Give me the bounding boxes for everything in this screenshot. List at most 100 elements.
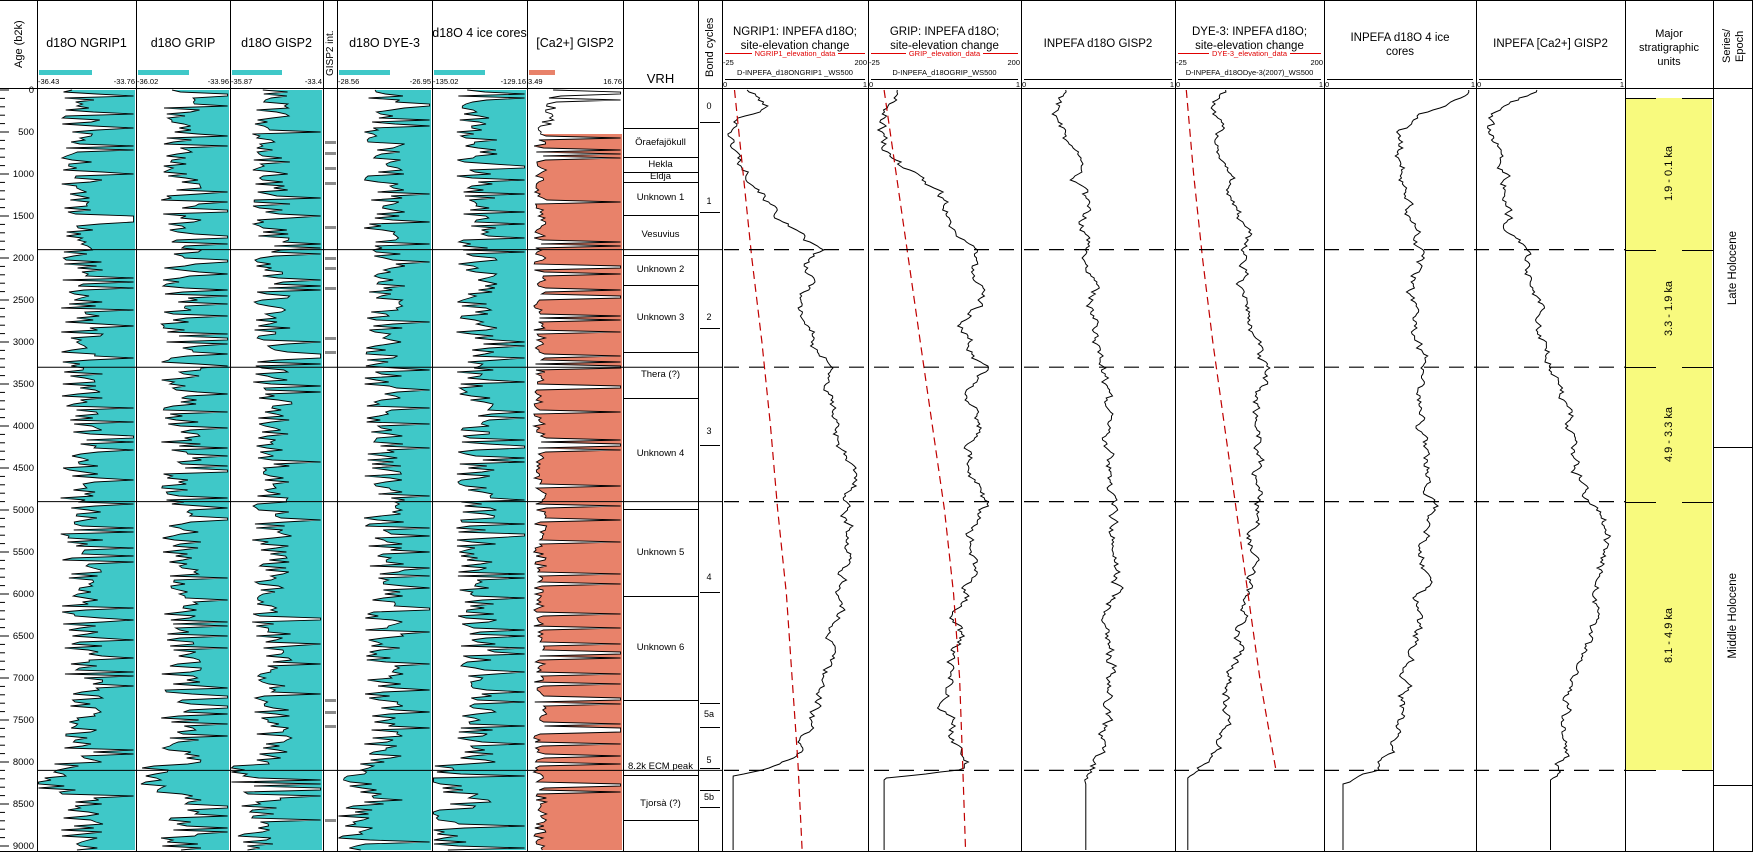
track-title: d18O NGRIP1 <box>46 36 127 50</box>
strat-header-line3: units <box>1657 55 1681 68</box>
track-title-line2: site-elevation change <box>740 39 850 52</box>
scale-min: -36.02 <box>137 77 159 86</box>
curve-d18o-grip <box>140 89 229 851</box>
track-header-strat-units: Major stratigraphic units <box>1625 0 1713 88</box>
scale-underline <box>725 79 865 80</box>
age-axis-header: Age (b2k) <box>0 0 37 88</box>
scale-max: 16.76 <box>603 77 622 86</box>
scale-underline <box>871 79 1018 80</box>
red-scale-min: -25 <box>1176 58 1187 67</box>
scale-underline <box>1327 79 1473 80</box>
red-scale-min: -25 <box>869 58 880 67</box>
scale-min: -36.43 <box>38 77 60 86</box>
strat-header-line1: Major <box>1655 28 1683 40</box>
scale-max: -33.76 <box>113 77 135 86</box>
track-title-line2: site-elevation change <box>1195 39 1304 52</box>
black-scale-min: 0 <box>1477 80 1482 89</box>
black-scale-max: 1 <box>1318 80 1323 89</box>
track-title: GISP2 int. <box>324 30 336 76</box>
track-header-bond-cycles: Bond cycles <box>698 0 722 88</box>
red-legend-line <box>838 53 866 54</box>
scale-bar <box>529 70 555 75</box>
track-title-line2: cores <box>1385 45 1415 58</box>
series-header-line2: Epoch <box>1733 30 1746 62</box>
elevation-curve-inpefa-grip <box>883 89 967 852</box>
track-title: Bond cycles <box>704 17 716 77</box>
scale-max: -129.16 <box>500 77 526 86</box>
scale-bar <box>138 70 189 75</box>
scale-min: -28.56 <box>338 77 360 86</box>
track-header-inpefa-4ice: INPEFA d18O 4 ice cores 0 1 <box>1324 0 1476 89</box>
red-legend-line <box>983 53 1018 54</box>
inpefa-curve-inpefa-gisp2 <box>1051 89 1124 850</box>
scale-bar <box>232 70 283 75</box>
red-scale-max: 200 <box>1007 58 1020 67</box>
scale-bar <box>434 70 486 75</box>
track-header-d18o-4ice: d18O 4 ice cores -135.02 -129.16 <box>432 0 527 88</box>
strat-header-line2: stratigraphic <box>1639 41 1699 54</box>
track-title: [Ca2+] GISP2 <box>536 36 614 50</box>
track-title: d18O DYE-3 <box>349 36 420 50</box>
inpefa-curve-inpefa-4ice <box>1342 89 1470 850</box>
black-scale-max: 1 <box>1169 80 1174 89</box>
track-header-inpefa-dye3: DYE-3: INPEFA d18O; site-elevation change… <box>1175 0 1324 89</box>
track-header-d18o-ngrip1: d18O NGRIP1 -36.43 -33.76 <box>37 0 136 88</box>
inpefa-curve-inpefa-ca <box>1487 89 1612 850</box>
red-legend-line <box>1290 53 1321 54</box>
curve-ca-gisp2 <box>532 89 622 851</box>
scale-max: -33.4 <box>304 77 322 86</box>
track-title-line1: GRIP: INPEFA d18O; <box>889 26 1000 38</box>
black-scale-max: 1 <box>1015 80 1020 89</box>
black-scale-min: 0 <box>723 80 728 89</box>
black-curve-label: D-INPEFA_d18OGRIP_WS500 <box>892 68 997 77</box>
scale-min: -135.02 <box>433 77 459 86</box>
black-scale-max: 1 <box>1470 80 1475 89</box>
curve-fill-ca-gisp2 <box>533 134 622 850</box>
track-header-series-epoch: Series/ Epoch <box>1713 0 1753 88</box>
track-header-vrh: VRH <box>623 0 698 88</box>
track-header-d18o-gisp2: d18O GISP2 -35.87 -33.4 <box>230 0 323 88</box>
red-scale-max: 200 <box>854 58 867 67</box>
track-header-inpefa-ca: INPEFA [Ca2+] GISP2 0 1 <box>1476 0 1625 89</box>
scale-underline <box>1479 79 1622 80</box>
track-title-line2: site-elevation change <box>890 39 999 52</box>
red-curve-label: NGRIP1_elevation_data <box>754 49 836 58</box>
age-axis-title: Age (b2k) <box>12 20 25 68</box>
curve-d18o-dye3 <box>338 89 431 851</box>
curve-fill-d18o-4ice <box>433 90 526 850</box>
red-curve-label: GRIP_elevation_data <box>908 49 981 58</box>
red-legend-line <box>1178 53 1209 54</box>
red-scale-max: 200 <box>1310 58 1323 67</box>
inpefa-curve-inpefa-ngrip1 <box>727 89 858 850</box>
curve-d18o-ngrip1 <box>38 89 134 851</box>
black-scale-max: 1 <box>862 80 867 89</box>
track-header-inpefa-gisp2: INPEFA d18O GISP2 0 1 <box>1021 0 1175 89</box>
scale-underline <box>1024 79 1172 80</box>
track-title-line1: NGRIP1: INPEFA d18O; <box>733 26 857 38</box>
track-header-inpefa-grip: GRIP: INPEFA d18O; site-elevation change … <box>868 0 1021 89</box>
inpefa-curve-inpefa-dye3 <box>1187 89 1271 850</box>
red-legend-line <box>871 53 906 54</box>
track-title: VRH <box>646 71 675 86</box>
series-header-line1: Series/ <box>1720 28 1733 64</box>
black-curve-label: D-INPEFA_d18ONGRIP1 _WS500 <box>737 68 853 77</box>
track-title: d18O 4 ice cores <box>432 26 527 40</box>
track-title-line1: DYE-3: INPEFA d18O; <box>1191 26 1308 38</box>
elevation-curve-inpefa-dye3 <box>1185 89 1277 771</box>
red-curve-label: DYE-3_elevation_data <box>1211 49 1288 58</box>
curve-fill-d18o-gisp2 <box>231 90 322 850</box>
track-title: INPEFA d18O GISP2 <box>1043 38 1153 50</box>
track-header-inpefa-ngrip1: NGRIP1: INPEFA d18O; site-elevation chang… <box>722 0 868 89</box>
track-title: d18O GISP2 <box>241 36 312 50</box>
black-scale-min: 0 <box>1176 80 1181 89</box>
curve-fill-d18o-grip <box>140 90 229 850</box>
curve-fill-d18o-ngrip1 <box>38 90 135 850</box>
track-header-gisp2-int: GISP2 int. <box>323 0 337 88</box>
track-title-line1: INPEFA d18O 4 ice <box>1350 32 1450 44</box>
track-header-d18o-dye3: d18O DYE-3 -28.56 -26.95 <box>337 0 432 88</box>
track-header-ca-gisp2: [Ca2+] GISP2 3.49 16.76 <box>527 0 623 88</box>
track-title: d18O GRIP <box>150 36 216 50</box>
scale-underline <box>1178 79 1321 80</box>
